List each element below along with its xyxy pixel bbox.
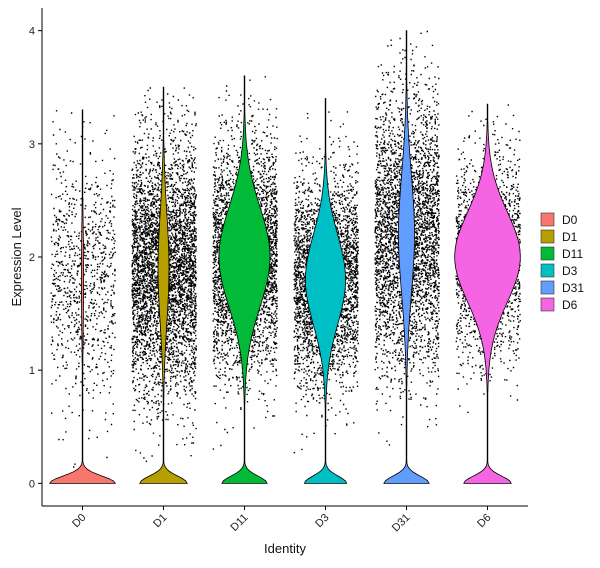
- y-axis-title: Expression Level: [9, 207, 24, 306]
- violin-d11: [218, 75, 271, 484]
- legend-label-d31: D31: [562, 281, 584, 295]
- y-tick-label: 1: [29, 365, 35, 377]
- legend-swatch-d11: [540, 246, 555, 261]
- legend-swatch-d31: [540, 280, 555, 295]
- x-tick-label: D31: [390, 512, 413, 535]
- y-tick-label: 0: [29, 478, 35, 490]
- legend-swatch-d6: [540, 297, 555, 312]
- x-axis-title: Identity: [264, 541, 306, 556]
- scatter-d0: [50, 110, 116, 468]
- x-tick-label: D1: [151, 512, 169, 530]
- y-tick-label: 4: [29, 26, 35, 38]
- legend-label-d1: D1: [562, 230, 578, 244]
- y-tick-label: 3: [29, 139, 35, 151]
- legend-label-d3: D3: [562, 264, 578, 278]
- violin-d3: [303, 98, 348, 484]
- x-tick-label: D0: [70, 512, 88, 530]
- violins: [48, 30, 521, 484]
- violin-d1: [139, 86, 188, 484]
- x-tick-label: D3: [313, 512, 331, 530]
- points-d31: [374, 30, 440, 446]
- points-d0: [50, 110, 116, 468]
- x-tick-label: D11: [228, 512, 250, 534]
- legend-label-d11: D11: [562, 247, 583, 261]
- violin-d0: [48, 109, 117, 484]
- jitter-points: [50, 30, 521, 468]
- y-tick-label: 2: [29, 252, 35, 264]
- legend-swatch-d3: [540, 263, 555, 278]
- violin-d6: [454, 103, 521, 484]
- legend-label-d6: D6: [562, 298, 578, 312]
- x-tick-label: D6: [475, 512, 493, 530]
- legend-label-d0: D0: [562, 213, 578, 227]
- violin-d31: [383, 30, 430, 484]
- legend-swatch-d1: [540, 229, 555, 244]
- scatter-d31: [374, 30, 440, 446]
- legend: D0 D1 D11 D3 D31 D6: [540, 212, 584, 312]
- legend-swatch-d0: [540, 212, 555, 227]
